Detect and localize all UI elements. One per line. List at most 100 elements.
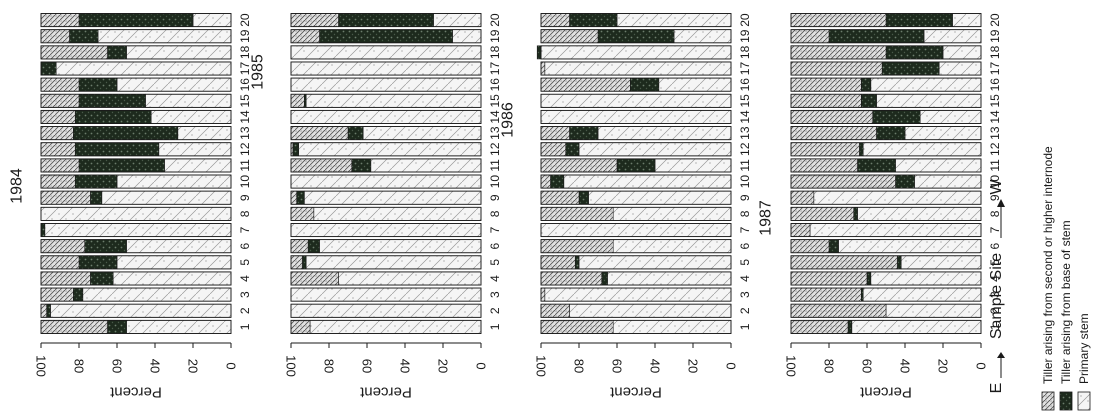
bar-1987-site-20-base [885, 13, 953, 27]
bar-1987-site-16-higher [790, 77, 862, 92]
tick-label-1984-80: 80 [72, 359, 87, 373]
bar-1987-site-19-base [828, 29, 925, 44]
tick-label-1986-20: 20 [686, 359, 701, 373]
bar-1987-site-8-primary [857, 207, 982, 221]
tick-label-1987-80: 80 [822, 359, 837, 373]
bar-1984-site-1-higher [40, 320, 108, 334]
bar-outline-1986-site-15 [540, 93, 732, 108]
bar-outline-1984-site-10 [40, 174, 232, 189]
bar-1987-site-1-primary [851, 320, 982, 334]
bar-1984-site-16-higher [40, 77, 80, 92]
site-label-1987-14: 14 [988, 110, 1002, 124]
site-label-1986-3: 3 [738, 291, 752, 298]
site-label-1987-6: 6 [988, 243, 1002, 250]
bar-1984-site-1-primary [126, 320, 232, 334]
site-label-1986-5: 5 [738, 259, 752, 266]
bar-1986-site-13-higher [540, 126, 570, 141]
bar-1985-site-9-primary [303, 190, 482, 205]
bar-1986-site-9-base [578, 190, 589, 205]
bar-1987-site-14-base [872, 110, 921, 124]
bar-1985-site-11-higher [290, 158, 353, 173]
y-axis-label-1986: Percent [609, 384, 662, 401]
site-label-1985-17: 17 [488, 62, 502, 76]
bar-1986-site-20-higher [540, 13, 570, 27]
bar-1987-site-3-higher [790, 287, 862, 302]
bar-1986-site-17-primary [544, 61, 732, 76]
bar-outline-1985-site-5 [290, 255, 482, 270]
bar-1984-site-12-higher [40, 142, 76, 157]
bar-1985-site-12-primary [298, 142, 482, 157]
bar-1984-site-19-higher [40, 29, 70, 44]
arrow-head-east [997, 352, 1005, 358]
bar-outline-1986-site-17 [540, 61, 732, 76]
site-label-1986-10: 10 [738, 175, 752, 189]
bar-outline-1984-site-20 [40, 13, 232, 28]
bar-1986-site-7-primary [540, 223, 732, 237]
tick-label-1987-100: 100 [784, 355, 799, 377]
bar-outline-1985-site-15 [290, 93, 482, 108]
bar-1985-site-9-base [296, 190, 305, 205]
bar-1986-site-20-base [569, 13, 618, 27]
bar-1985-site-1-higher [290, 320, 311, 334]
bar-1986-site-10-higher [540, 174, 551, 189]
site-label-1984-4: 4 [238, 275, 252, 282]
bar-1987-site-7-primary [809, 223, 982, 237]
bar-1987-site-7-higher [790, 223, 811, 237]
bar-outline-1984-site-14 [40, 109, 232, 125]
bar-1986-site-13-base [569, 126, 599, 141]
legend: Tiller arising from second or higher int… [1041, 146, 1091, 411]
tick-label-1984-100: 100 [34, 355, 49, 377]
bar-outline-1987-site-9 [790, 190, 982, 205]
bar-1986-site-2-higher [540, 303, 570, 318]
bar-1987-site-17-higher [790, 61, 883, 76]
bar-1985-site-5-primary [305, 255, 482, 270]
site-label-1985-9: 9 [488, 194, 502, 201]
bar-outline-1984-site-11 [40, 158, 232, 173]
bar-1984-site-14-higher [40, 110, 76, 124]
bar-1984-site-11-higher [40, 158, 80, 173]
bar-1987-site-5-primary [900, 255, 982, 270]
tick-label-1986-40: 40 [648, 359, 663, 373]
bar-1984-site-13-primary [177, 126, 232, 141]
bar-1984-site-12-base [74, 142, 160, 157]
bar-outline-1986-site-5 [540, 255, 732, 270]
bar-1985-site-12-base [292, 142, 299, 157]
bar-1987-site-13-primary [904, 126, 982, 141]
bar-outline-1987-site-2 [790, 303, 982, 318]
site-label-1986-18: 18 [738, 45, 752, 59]
bar-1987-site-16-base [860, 77, 872, 92]
bar-1986-site-6-primary [612, 239, 732, 254]
site-label-1986-14: 14 [738, 110, 752, 124]
site-label-1987-4: 4 [988, 275, 1002, 282]
bar-outline-1986-site-19 [540, 29, 732, 44]
tick-label-1986-0: 0 [724, 362, 739, 369]
bar-1984-site-4-base [90, 271, 114, 286]
bar-outline-1987-site-7 [790, 222, 982, 238]
legend-label-primary_stem: Primary stem [1077, 313, 1091, 384]
site-label-1986-19: 19 [738, 29, 752, 43]
bar-1986-site-8-higher [540, 207, 614, 221]
bar-1985-site-10-primary [290, 174, 482, 189]
bar-1985-site-5-base [302, 255, 307, 270]
bar-1987-site-11-base [857, 158, 896, 173]
bar-1984-site-20-primary [192, 13, 232, 27]
bar-1987-site-8-base [853, 207, 858, 221]
legend-swatch-primary_stem [1077, 391, 1091, 411]
bar-outline-1986-site-10 [540, 174, 732, 189]
bar-outline-1984-site-9 [40, 190, 232, 205]
chart-panel-1986: 1234567891011121314151617181920020406080… [500, 13, 752, 401]
bar-1986-site-9-higher [540, 190, 580, 205]
bar-1987-site-2-higher [790, 303, 887, 318]
bar-outline-1984-site-5 [40, 255, 232, 270]
bar-1984-site-8-primary [40, 207, 232, 221]
legend-label-tiller_higher: Tiller arising from second or higher int… [1041, 146, 1055, 384]
bar-1987-site-9-higher [790, 190, 815, 205]
bar-1986-site-3-higher [540, 287, 546, 302]
site-label-1984-19: 19 [238, 29, 252, 43]
bar-1987-site-15-primary [876, 93, 982, 108]
bar-outline-1985-site-9 [290, 190, 482, 205]
tick-label-1987-60: 60 [860, 359, 875, 373]
direction-west-label: W [988, 179, 1005, 195]
site-label-1984-7: 7 [238, 226, 252, 233]
bar-1986-site-1-primary [612, 320, 732, 334]
